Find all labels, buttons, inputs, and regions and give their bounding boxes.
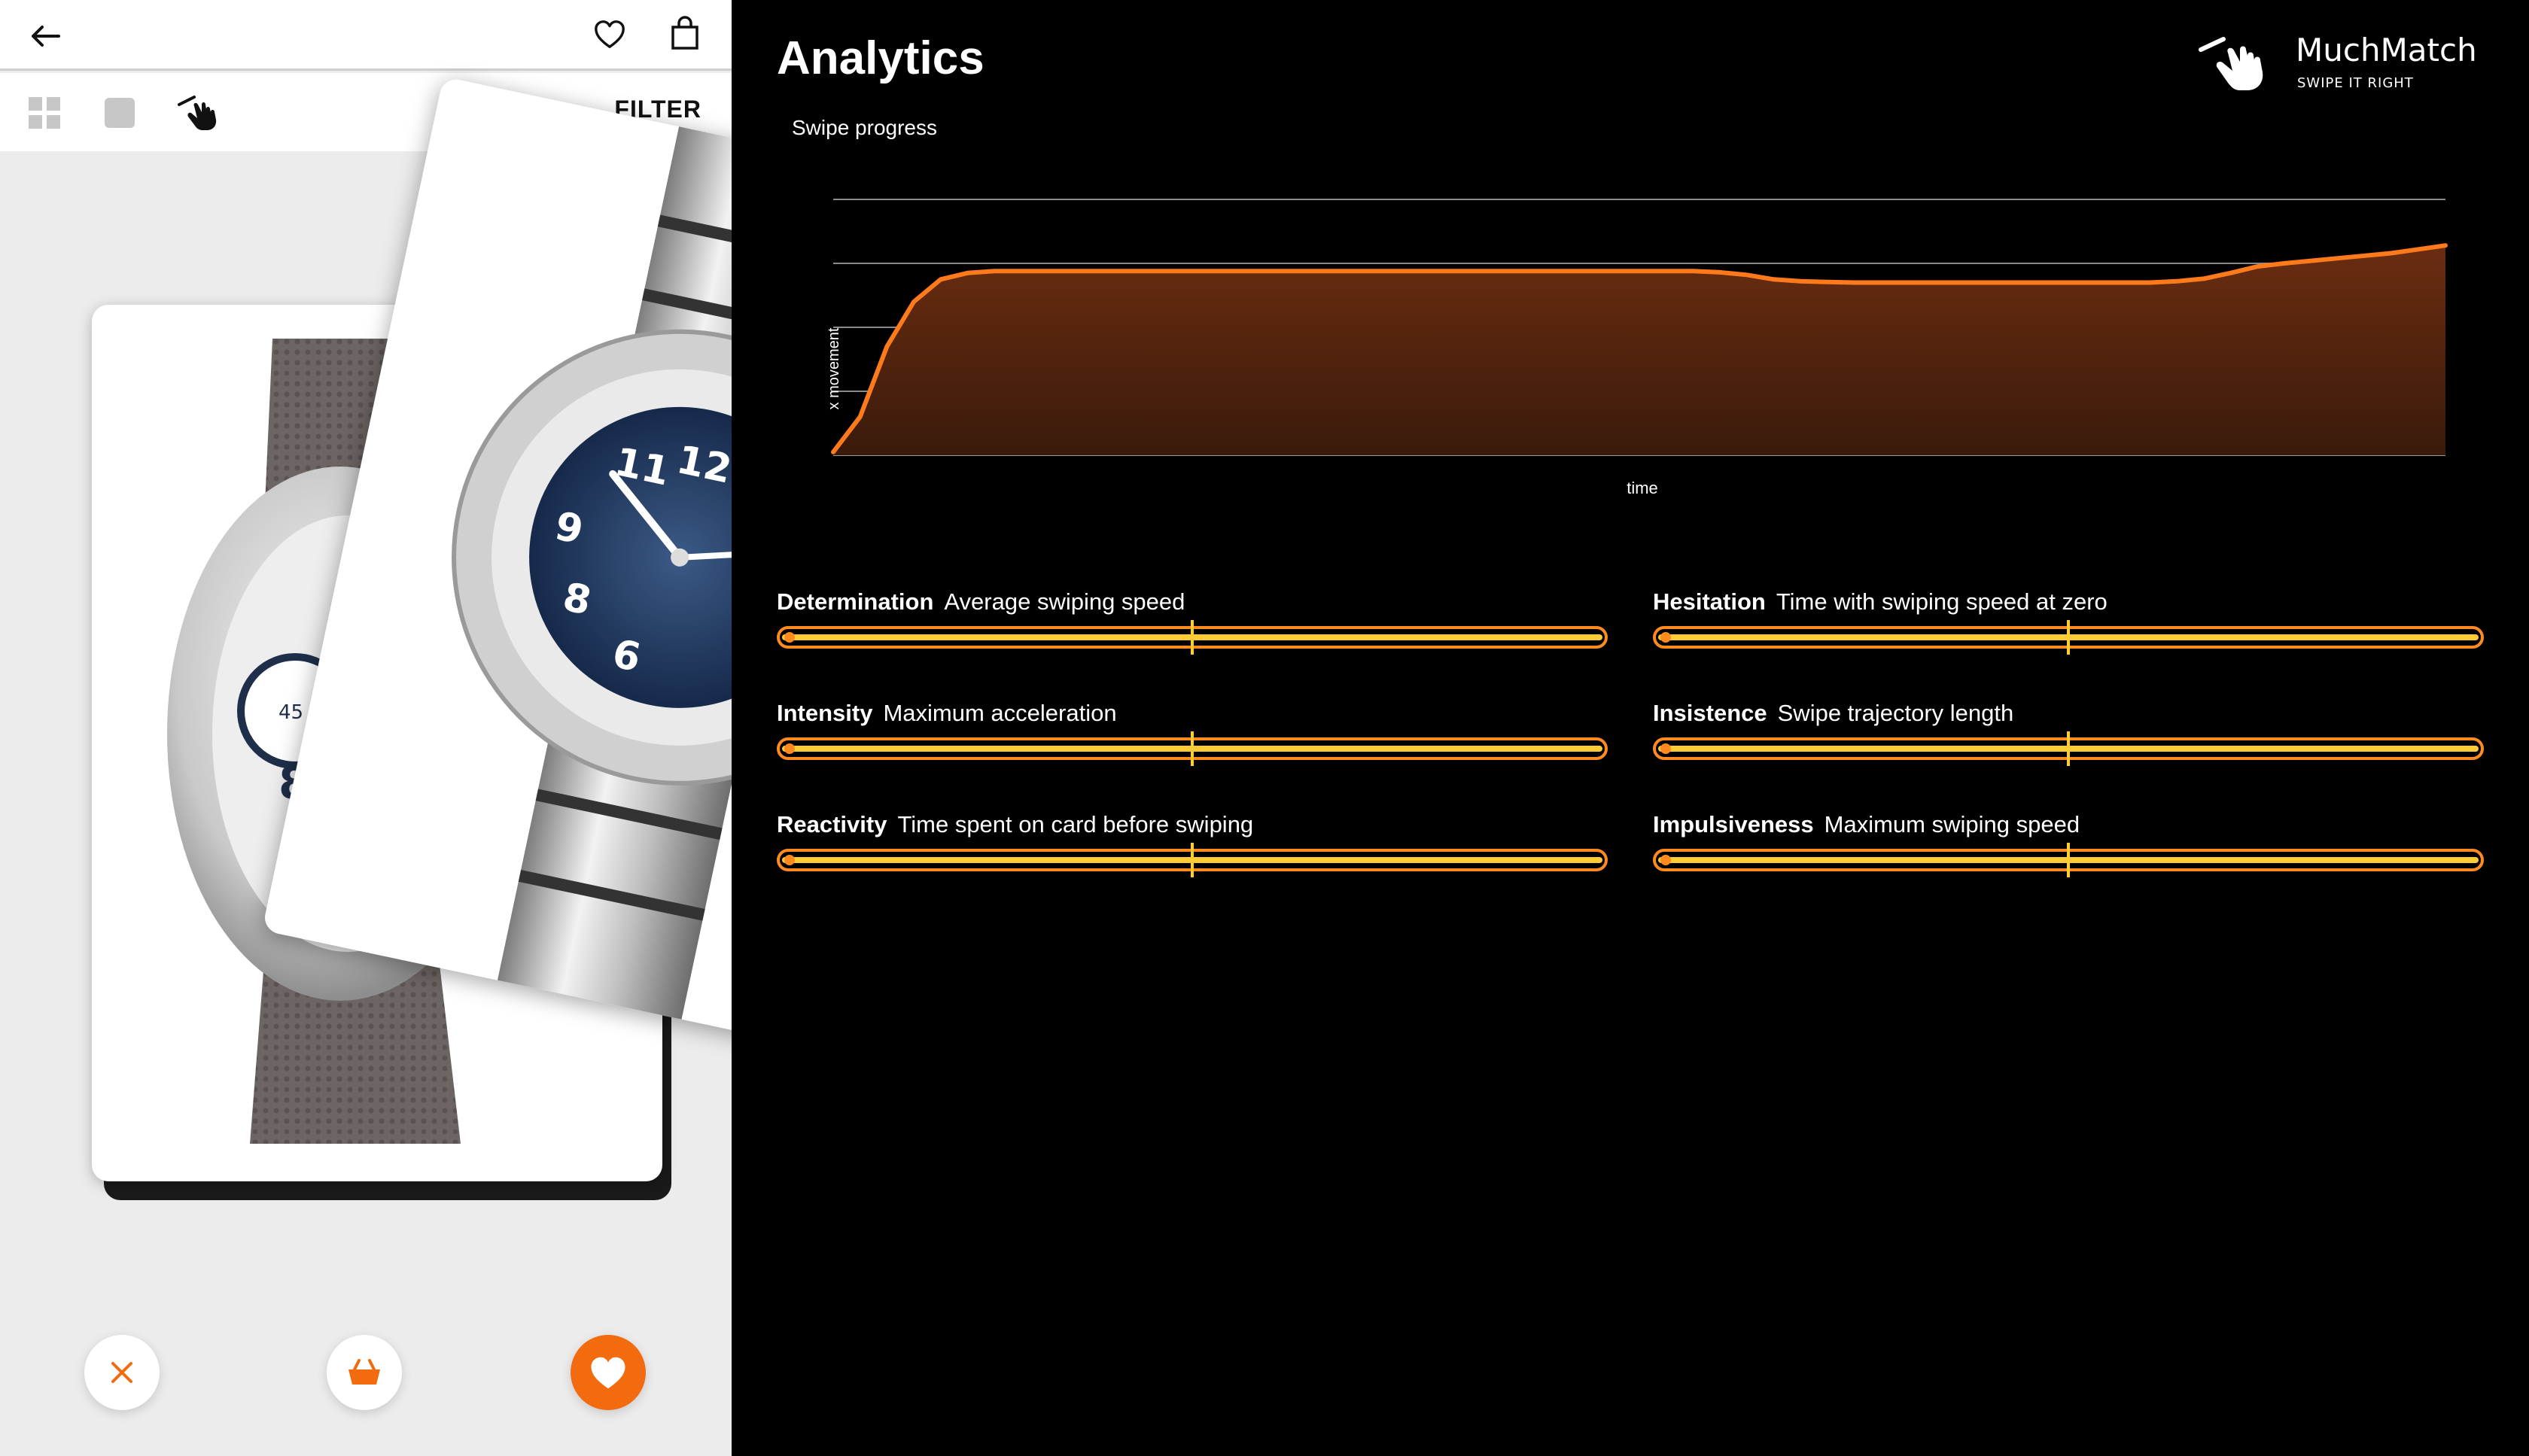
swipe-progress-chart: x movement time: [826, 199, 2448, 497]
add-to-basket-button[interactable]: [327, 1335, 402, 1410]
metric-label: Impulsiveness Maximum swiping speed: [1653, 811, 2080, 838]
metric-midpoint-marker: [2067, 731, 2070, 766]
metric-slider[interactable]: [1653, 843, 2484, 877]
metric-slider[interactable]: [777, 843, 1608, 877]
metric-midpoint-marker: [1191, 843, 1194, 877]
metric-description: Maximum swiping speed: [1824, 811, 2080, 837]
shopping-bag-icon[interactable]: [662, 11, 708, 56]
metric-label: Insistence Swipe trajectory length: [1653, 700, 2013, 727]
metric-label: Intensity Maximum acceleration: [777, 700, 1117, 727]
metric-hesitation: Hesitation Time with swiping speed at zer…: [1653, 588, 2487, 686]
metric-name: Insistence: [1653, 700, 1767, 726]
chart-area-fill: [833, 245, 2445, 455]
metric-description: Time with swiping speed at zero: [1776, 588, 2108, 615]
heart-outline-icon[interactable]: [587, 12, 632, 57]
metric-intensity: Intensity Maximum acceleration: [777, 700, 1611, 798]
chart-title: Swipe progress: [792, 116, 937, 139]
metric-description: Average swiping speed: [944, 588, 1185, 615]
metric-insistence: Insistence Swipe trajectory length: [1653, 700, 2487, 798]
metric-description: Time spent on card before swiping: [897, 811, 1254, 837]
watch-image-steel: 11 12 9 8 6: [452, 126, 732, 1020]
like-button[interactable]: [571, 1335, 646, 1410]
chart-series-line: [831, 243, 2448, 454]
svg-text:45: 45: [278, 701, 303, 724]
metric-slider[interactable]: [777, 620, 1608, 655]
metric-determination: Determination Average swiping speed: [777, 588, 1611, 686]
metric-slider-start-dot: [784, 855, 795, 865]
page-title: Analytics: [777, 32, 985, 84]
metric-midpoint-marker: [2067, 620, 2070, 655]
metric-name: Impulsiveness: [1653, 811, 1814, 837]
metric-slider-start-dot: [1660, 632, 1671, 643]
metric-impulsiveness: Impulsiveness Maximum swiping speed: [1653, 811, 2487, 909]
metric-midpoint-marker: [1191, 620, 1194, 655]
metric-slider[interactable]: [777, 731, 1608, 766]
chart-y-axis-label: x movement: [826, 327, 842, 409]
metric-name: Hesitation: [1653, 588, 1766, 615]
heart-filled-icon: [591, 1357, 625, 1389]
logo-tagline: SWIPE IT RIGHT: [2297, 75, 2414, 91]
metric-name: Reactivity: [777, 811, 887, 837]
dislike-button[interactable]: [84, 1335, 160, 1410]
square-icon[interactable]: [102, 96, 137, 130]
swipe-hand-logo-icon: [2199, 37, 2263, 90]
metric-slider[interactable]: [1653, 620, 2484, 655]
metric-slider-start-dot: [784, 632, 795, 643]
product-card-front[interactable]: 11 12 9 8 6: [261, 76, 732, 1053]
metric-midpoint-marker: [2067, 843, 2070, 877]
metric-slider-start-dot: [1660, 855, 1671, 865]
svg-text:12: 12: [673, 437, 732, 493]
metric-name: Determination: [777, 588, 934, 615]
metric-label: Determination Average swiping speed: [777, 588, 1185, 616]
muchmatch-logo: MuchMatch SWIPE IT RIGHT: [2198, 29, 2484, 104]
basket-icon: [348, 1359, 380, 1385]
metric-midpoint-marker: [1191, 731, 1194, 766]
arrow-left-icon[interactable]: [23, 14, 68, 59]
metric-slider-start-dot: [1660, 743, 1671, 754]
metric-description: Maximum acceleration: [883, 700, 1117, 726]
app-top-bar: [0, 0, 732, 71]
metric-slider[interactable]: [1653, 731, 2484, 766]
metric-name: Intensity: [777, 700, 873, 726]
metric-label: Hesitation Time with swiping speed at zer…: [1653, 588, 2108, 616]
close-icon: [111, 1362, 132, 1383]
analytics-panel: Analytics MuchMatch SWIPE IT RIGHT Swipe…: [732, 0, 2529, 1456]
logo-name: MuchMatch: [2296, 32, 2477, 68]
chart-x-axis-label: time: [1627, 479, 1658, 497]
grid-icon[interactable]: [27, 96, 62, 130]
metric-description: Swipe trajectory length: [1777, 700, 2014, 726]
swipe-hand-icon[interactable]: [176, 91, 229, 136]
metric-slider-start-dot: [784, 743, 795, 754]
shop-app-panel: FILTER 45 8: [0, 0, 732, 1456]
metric-label: Reactivity Time spent on card before swip…: [777, 811, 1253, 838]
metric-reactivity: Reactivity Time spent on card before swip…: [777, 811, 1611, 909]
